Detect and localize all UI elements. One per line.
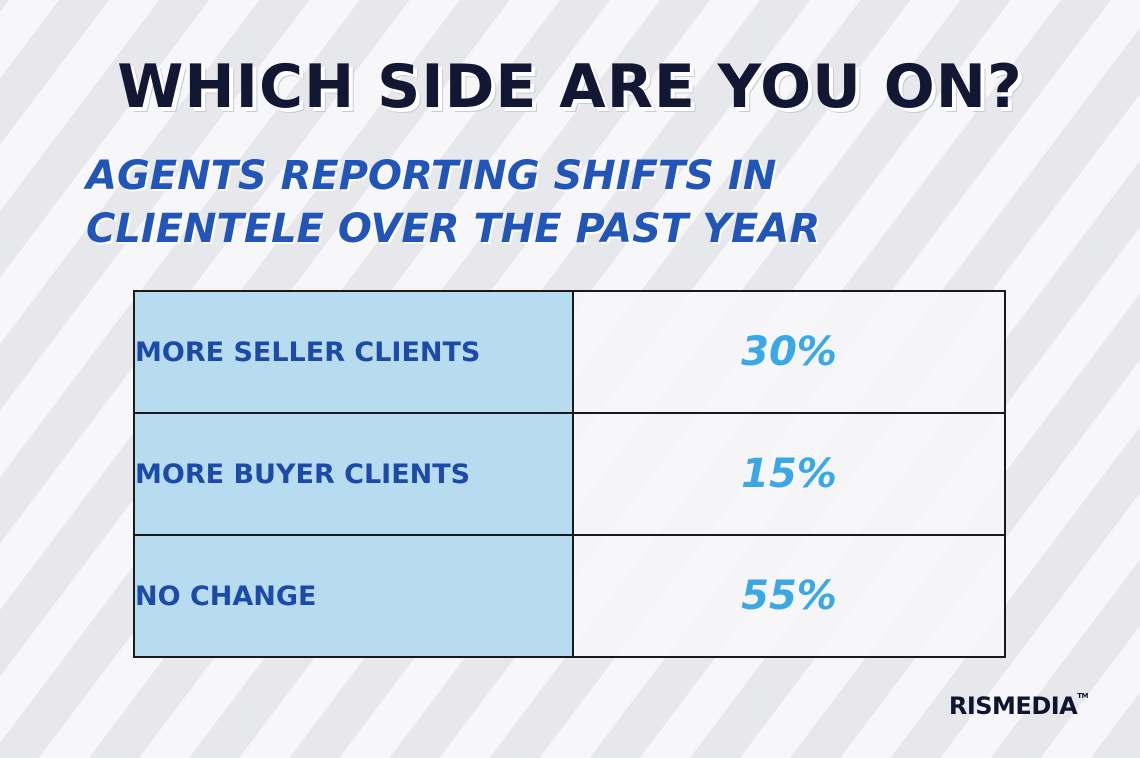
rismedia-logo: RISMEDIATM [948, 692, 1089, 720]
subtitle-line-2: CLIENTELE OVER THE PAST YEAR [86, 206, 821, 252]
logo-text: RISMEDIA [948, 692, 1078, 720]
page-title: WHICH SIDE ARE YOU ON? [117, 52, 1023, 122]
data-table: MORE SELLER CLIENTS 30% MORE BUYER CLIEN… [133, 290, 1006, 658]
row-label: MORE BUYER CLIENTS [133, 412, 574, 536]
table-row: NO CHANGE 55% [133, 534, 1006, 658]
row-value: 55% [572, 534, 1006, 658]
subtitle-line-1: AGENTS REPORTING SHIFTS IN [86, 153, 777, 199]
row-label: MORE SELLER CLIENTS [133, 290, 574, 414]
row-value: 15% [572, 412, 1006, 536]
row-label: NO CHANGE [133, 534, 574, 658]
table-row: MORE SELLER CLIENTS 30% [133, 290, 1006, 414]
row-value: 30% [572, 290, 1006, 414]
trademark-mark: TM [1077, 692, 1088, 700]
chart-subtitle: AGENTS REPORTING SHIFTS IN CLIENTELE OVE… [86, 150, 986, 256]
table-row: MORE BUYER CLIENTS 15% [133, 412, 1006, 536]
